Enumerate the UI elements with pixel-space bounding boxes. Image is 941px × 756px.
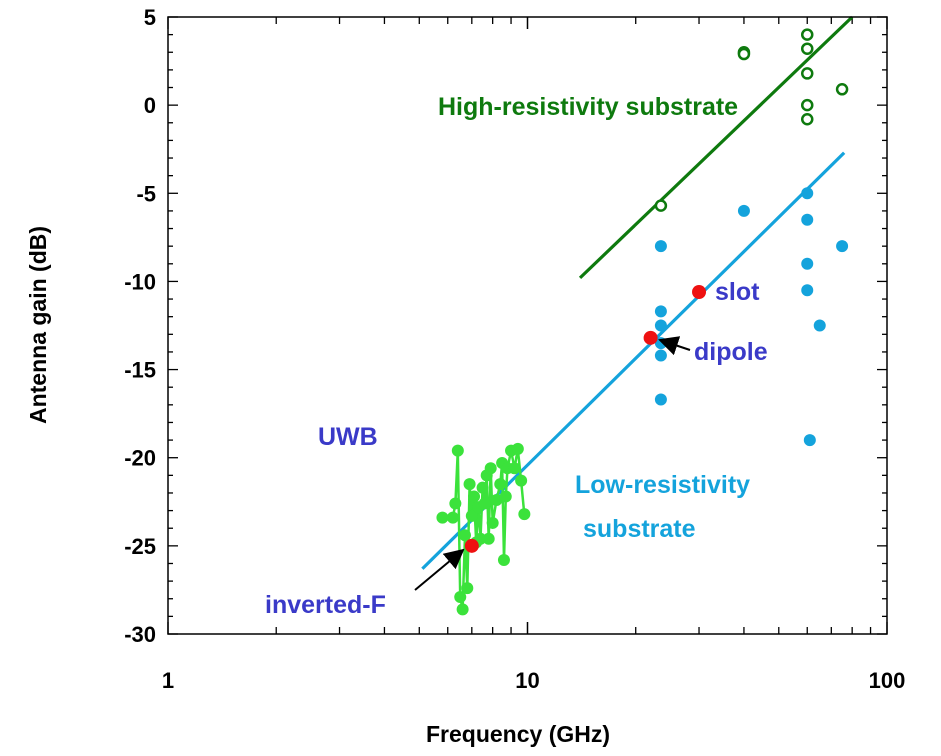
high-resistivity-point (800, 67, 814, 80)
axis-ticks (167, 16, 888, 635)
low-resistivity-point (654, 240, 667, 253)
high-resistivity-point (800, 98, 814, 112)
low-resistivity-point (836, 240, 849, 253)
uwb-point (494, 478, 507, 491)
low-resistivity-point (801, 187, 814, 200)
uwb-point (515, 474, 528, 487)
x-tick-label: 10 (515, 668, 539, 693)
uwb-point (436, 511, 449, 524)
high-resistivity-point (800, 42, 814, 55)
plot-frame (167, 16, 888, 635)
dipole-arrow (658, 336, 691, 356)
annotation-inverted-f: inverted-F (265, 591, 386, 619)
uwb-point (451, 444, 464, 457)
highlighted-point (643, 330, 658, 345)
y-tick-labels: 5 0 -5 -10 -15 -20 -25 -30 (124, 5, 156, 647)
annotation-high-resistivity: High-resistivity substrate (438, 93, 738, 121)
y-tick-label: 5 (144, 5, 156, 30)
x-axis-label: Frequency (GHz) (426, 721, 610, 747)
y-tick-label: -10 (124, 269, 156, 294)
uwb-point (449, 497, 462, 510)
uwb-point (463, 478, 476, 491)
fit-line (578, 15, 854, 280)
low-resistivity-point (654, 349, 667, 362)
uwb-point (511, 442, 524, 455)
y-tick-label: -15 (124, 358, 156, 383)
uwb-point (482, 532, 495, 545)
low-resistivity-point (654, 305, 667, 318)
x-tick-labels: 1 10 100 (162, 668, 905, 693)
uwb-point (518, 508, 531, 521)
y-axis-label: Antenna gain (dB) (25, 226, 51, 424)
uwb-point (497, 553, 510, 566)
uwb-point (478, 497, 491, 510)
uwb-point (454, 590, 467, 603)
low-resistivity-point (803, 434, 816, 447)
uwb-point (468, 490, 481, 503)
low-resistivity-point (654, 319, 667, 332)
uwb-point (456, 603, 469, 616)
uwb-series (436, 442, 531, 616)
low-resistivity-point (737, 204, 750, 217)
high-resistivity-point (835, 83, 849, 96)
high-resistivity-point (737, 47, 751, 61)
low-resistivity-point (801, 257, 814, 270)
annotation-uwb: UWB (318, 423, 378, 451)
annotation-low-resistivity-line2: substrate (583, 515, 696, 543)
x-tick-label: 100 (869, 668, 906, 693)
y-tick-label: -30 (124, 622, 156, 647)
uwb-point (490, 494, 503, 507)
uwb-point (486, 516, 499, 529)
inverted-f-arrow (414, 548, 465, 591)
y-tick-label: -5 (136, 181, 156, 206)
high-resistivity-point (800, 112, 814, 126)
low-resistivity-point (801, 213, 814, 226)
high-resistivity-point (654, 199, 668, 212)
uwb-point (508, 462, 521, 475)
uwb-point (499, 490, 512, 503)
annotation-dipole: dipole (694, 338, 768, 366)
y-tick-label: -20 (124, 446, 156, 471)
uwb-point (465, 509, 478, 522)
low-resistivity-point (813, 319, 826, 332)
uwb-point (461, 582, 474, 595)
annotation-low-resistivity-line1: Low-resistivity (575, 471, 750, 499)
low-resistivity-point (654, 393, 667, 406)
data-points (464, 28, 849, 553)
x-tick-label: 1 (162, 668, 174, 693)
high-resistivity-point (800, 28, 814, 41)
y-tick-label: 0 (144, 93, 156, 118)
uwb-point (476, 481, 489, 494)
uwb-point (446, 511, 459, 524)
uwb-point (484, 462, 497, 475)
low-resistivity-point (801, 284, 814, 297)
highlighted-point (692, 285, 707, 300)
uwb-point (458, 529, 471, 542)
y-tick-label: -25 (124, 534, 156, 559)
annotation-slot: slot (715, 278, 760, 306)
highlighted-point (464, 538, 479, 553)
